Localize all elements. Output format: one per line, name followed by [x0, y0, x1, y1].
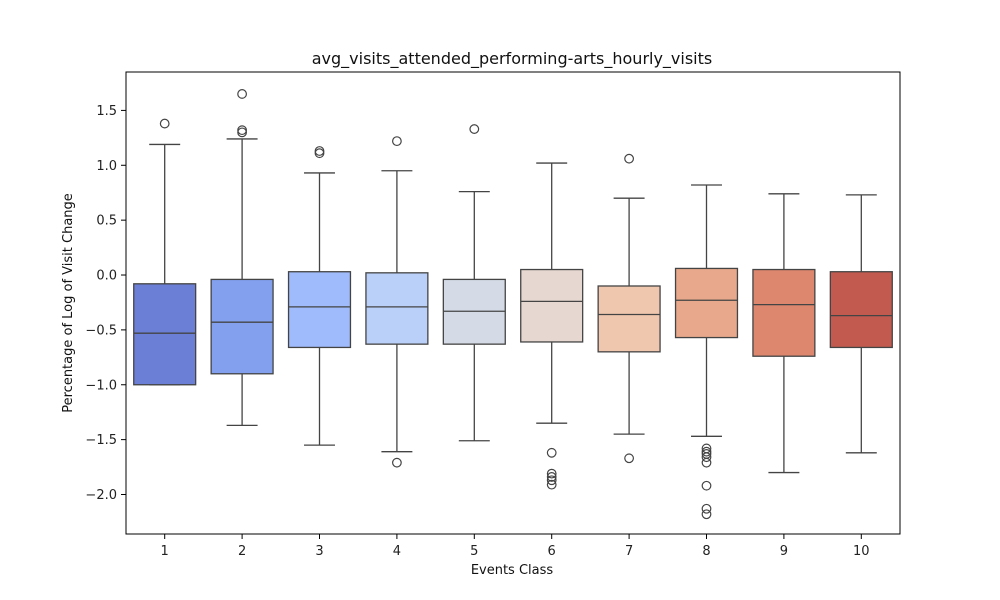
box-group-5	[442, 124, 506, 442]
plot-area: −2.0 −1.5 −1.0 −0.5 0.0 0.5 1.0 1.5 1 2 3 4 5 6 7 8 9 10	[85, 71, 901, 559]
box-group-4	[365, 136, 429, 468]
box-body	[365, 272, 429, 345]
outlier-point	[392, 457, 402, 468]
y-tick-label: −1.0	[85, 378, 117, 393]
outlier-point	[701, 480, 712, 491]
outlier-point	[392, 136, 402, 147]
box-group-10	[829, 194, 893, 454]
outlier-point	[159, 118, 170, 129]
box-group-8	[674, 184, 739, 520]
outlier-point	[469, 124, 480, 134]
x-tick-label: 2	[238, 544, 246, 559]
box-group-1	[133, 118, 197, 386]
y-tick-label: 1.0	[96, 159, 117, 174]
outlier-point	[546, 479, 557, 490]
box-group-9	[752, 193, 816, 474]
box-group-2	[210, 89, 274, 427]
outlier-point	[546, 475, 557, 486]
box-body	[287, 271, 352, 349]
outlier-point	[546, 472, 557, 482]
x-tick-label: 7	[625, 544, 633, 559]
x-tick-label: 4	[393, 544, 401, 559]
box-group-7	[597, 153, 661, 464]
y-tick-label: 0.0	[96, 269, 117, 284]
x-tick-label: 9	[780, 544, 788, 559]
box-body	[829, 271, 893, 349]
outlier-point	[314, 148, 325, 159]
y-tick-label: −0.5	[85, 323, 117, 338]
y-tick-label: −1.5	[85, 433, 117, 448]
x-tick-label: 6	[548, 544, 556, 559]
outlier-point	[237, 127, 248, 138]
outlier-point	[237, 89, 248, 99]
box-body	[752, 268, 816, 357]
box-group-3	[287, 146, 352, 446]
outlier-point	[701, 457, 712, 468]
outlier-point	[624, 153, 634, 164]
x-tick-label: 1	[161, 544, 169, 559]
y-axis-title: Percentage of Log of Visit Change	[61, 193, 76, 413]
x-axis-title: Events Class	[471, 563, 554, 578]
x-tick-label: 10	[853, 544, 870, 559]
box-body	[210, 278, 274, 375]
plot-frame	[125, 71, 901, 535]
outlier-point	[624, 453, 634, 464]
x-tick-label: 8	[702, 544, 710, 559]
y-tick-label: −2.0	[85, 488, 117, 503]
outlier-point	[546, 447, 557, 458]
y-tick-label: 0.5	[96, 214, 117, 229]
box-group-6	[520, 162, 584, 490]
box-body	[674, 267, 739, 339]
outlier-point	[701, 509, 712, 520]
outlier-point	[701, 452, 712, 463]
y-tick-label: 1.5	[96, 104, 117, 119]
box-body	[520, 268, 584, 343]
x-tick-label: 3	[315, 544, 323, 559]
x-tick-label: 5	[470, 544, 478, 559]
box-body	[597, 285, 661, 353]
outlier-point	[546, 468, 557, 479]
box-body	[133, 283, 197, 386]
outlier-point	[701, 503, 712, 514]
chart-title: avg_visits_attended_performing-arts_hour…	[312, 49, 712, 69]
